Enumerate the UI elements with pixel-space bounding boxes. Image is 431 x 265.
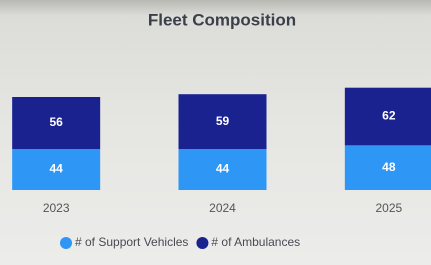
x-tick-label: 2023 [43,201,70,215]
legend-label: # of Ambulances [211,235,300,249]
data-label: 48 [382,160,396,174]
legend-swatch [60,237,72,249]
data-label: 59 [216,114,230,128]
x-tick-label: 2024 [209,201,236,215]
data-label: 44 [49,162,63,176]
x-tick-label: 2025 [375,201,402,215]
chart: Fleet Composition 44 56 2023 44 59 2024 48 62 20… [0,0,431,265]
data-label: 44 [216,162,230,176]
data-label: 56 [49,115,63,129]
data-label: 62 [382,109,396,123]
chart-title: Fleet Composition [148,10,296,29]
legend-label: # of Support Vehicles [75,235,188,249]
legend-swatch [196,237,208,249]
